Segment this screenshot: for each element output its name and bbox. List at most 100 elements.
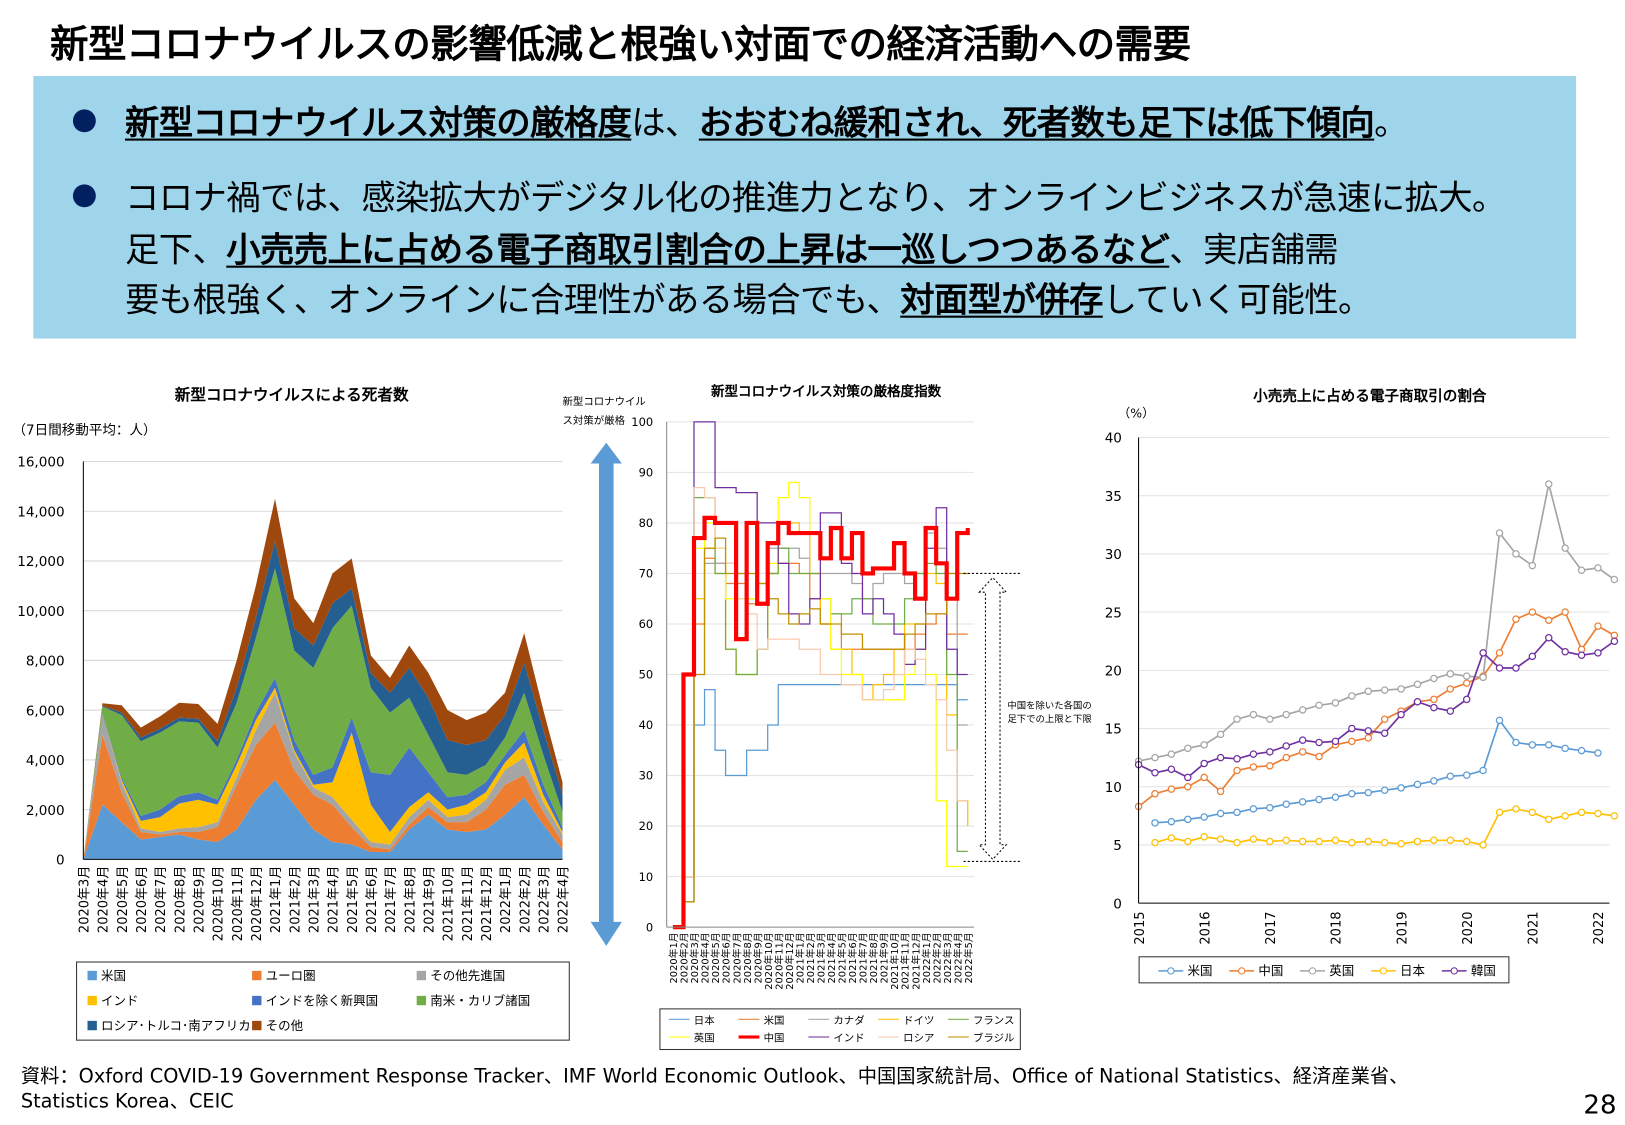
legend-label: ブラジル: [972, 1033, 1015, 1045]
x-tick-label: 2020年10月: [212, 866, 227, 942]
x-tick-label: 2020年11月: [231, 866, 246, 942]
series-line-インド: [672, 421, 968, 928]
x-tick-label: 2021年6月: [846, 932, 859, 983]
legend-line: [738, 1018, 760, 1020]
data-point-中国: [1249, 763, 1258, 771]
data-point-韓国: [1315, 738, 1323, 747]
legend-label: 米国: [763, 1015, 785, 1028]
y-tick-label: 80: [639, 516, 654, 530]
data-point-日本: [1380, 838, 1389, 847]
data-point-韓国: [1282, 742, 1290, 750]
data-point-米国: [1528, 741, 1537, 749]
deaths-chart-unit: （7日間移動平均：人）: [12, 422, 157, 439]
text: 。: [1374, 102, 1408, 143]
data-point-英国: [1315, 701, 1323, 710]
x-tick-label: 2022: [1592, 911, 1607, 944]
data-point-日本: [1528, 808, 1537, 817]
data-point-米国: [1216, 809, 1225, 818]
data-point-韓国: [1528, 652, 1537, 661]
bullet-2-line-3: 要も根強く、オンラインに合理性がある場合でも、対面型が併存していく可能性。: [125, 272, 1372, 322]
data-point-日本: [1495, 808, 1504, 817]
note-line: 新型コロナウイル: [562, 396, 646, 409]
data-point-米国: [1544, 741, 1553, 749]
x-tick-label: 2021年1月: [269, 866, 284, 933]
area-ユーロ圏: [83, 722, 563, 860]
data-point-日本: [1413, 837, 1422, 846]
legend-swatch: [87, 970, 97, 981]
data-point-日本: [1594, 809, 1602, 818]
data-point-英国: [1298, 706, 1307, 714]
legend-item: フランス: [947, 1011, 1014, 1027]
x-tick-label: 2020年5月: [116, 866, 131, 933]
legend-label: 米国: [1187, 963, 1213, 979]
legend-item: その他先進国: [416, 967, 505, 985]
data-point-英国: [1216, 730, 1225, 739]
legend-item: その他: [252, 1017, 303, 1035]
legend-item: インドを除く新興国: [252, 992, 378, 1010]
y-tick-label: 30: [1105, 547, 1122, 563]
x-tick-label: 2021年8月: [403, 866, 418, 933]
x-tick-label: 2022年1月: [920, 932, 933, 983]
data-point-中国: [1282, 753, 1290, 762]
legend-label: 米国: [101, 968, 127, 984]
legend-marker: [1370, 966, 1396, 974]
data-point-韓国: [1594, 649, 1602, 657]
data-point-中国: [1266, 762, 1274, 770]
x-tick-label: 2020年2月: [678, 932, 691, 983]
data-point-中国: [1315, 752, 1323, 761]
stringency-axis-note: 新型コロナウイル ス対策が厳格: [563, 394, 646, 432]
note-line: ス対策が厳格: [562, 415, 626, 428]
x-tick-label: 2021年5月: [836, 932, 849, 983]
data-point-韓国: [1266, 748, 1274, 756]
data-point-米国: [1479, 766, 1487, 775]
data-point-米国: [1184, 815, 1192, 824]
legend-item: ロシア: [878, 1029, 934, 1045]
series-line-日本: [672, 683, 968, 928]
deaths-chart-title: 新型コロナウイルスによる死者数: [174, 385, 409, 405]
x-tick-label: 2020年7月: [730, 932, 743, 983]
x-tick-label: 2017: [1264, 911, 1279, 944]
legend-line: [878, 1036, 899, 1038]
data-point-日本: [1364, 837, 1373, 846]
x-tick-label: 2021年8月: [867, 932, 880, 983]
deaths-chart: 0 2,000 4,000 6,000 8,000 10,000 12,000 14,000 1…: [17, 455, 572, 942]
legend-label: 日本: [1400, 963, 1426, 979]
x-tick-label: 2020年9月: [193, 866, 208, 933]
data-point-英国: [1610, 575, 1619, 584]
data-point-中国: [1298, 748, 1307, 756]
data-point-英国: [1561, 544, 1569, 552]
x-tick-label: 2021年7月: [857, 932, 870, 983]
data-point-中国: [1151, 789, 1159, 798]
y-tick-label: 60: [639, 617, 654, 631]
data-point-中国: [1462, 679, 1471, 687]
y-tick-label: 12,000: [17, 554, 64, 570]
series-line-中国: [1138, 610, 1615, 808]
data-point-米国: [1348, 789, 1356, 798]
legend-item: 南米・カリブ諸国: [416, 992, 530, 1010]
legend-marker: [1158, 966, 1184, 974]
series-line-ブラジル: [672, 537, 968, 928]
data-point-英国: [1380, 686, 1389, 694]
text: は、: [631, 102, 699, 143]
x-tick-label: 2021年6月: [365, 866, 380, 933]
emphasis: 小売売上に占める電子商取引割合の上昇は一巡しつつあるなど: [226, 229, 1170, 270]
x-tick-label: 2020年12月: [250, 866, 265, 942]
data-point-英国: [1282, 710, 1290, 719]
legend-swatch: [87, 1020, 97, 1031]
legend-label: ロシア: [903, 1033, 935, 1045]
data-point-米国: [1594, 749, 1602, 757]
x-tick-label: 2019: [1395, 911, 1410, 944]
data-point-米国: [1282, 800, 1290, 808]
y-tick-label: 16,000: [17, 455, 64, 471]
data-point-韓国: [1298, 736, 1307, 744]
area-南米・カリブ諸国: [83, 568, 563, 860]
legend-label: 韓国: [1470, 963, 1496, 979]
stringency-chart-legend: 日本 米国 カナダ ドイツ フランス 英国 中国 インド ロシア ブラジル: [659, 1008, 1021, 1051]
data-point-日本: [1151, 838, 1159, 847]
data-point-米国: [1430, 777, 1438, 785]
x-tick-label: 2020年6月: [720, 932, 733, 983]
data-point-英国: [1151, 753, 1159, 762]
x-tick-label: 2016: [1198, 911, 1213, 944]
data-point-米国: [1462, 771, 1471, 779]
